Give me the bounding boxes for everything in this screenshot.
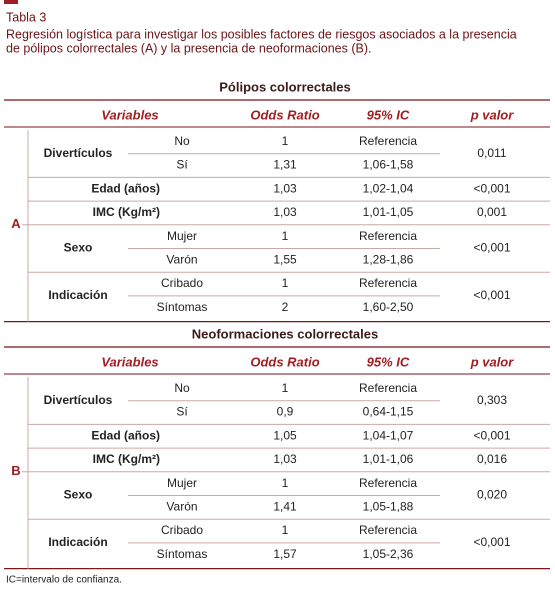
caption-line: Regresión logística para investigar los … xyxy=(6,27,517,41)
variable-name: Indicación xyxy=(48,288,107,302)
odds-ratio: 1,31 xyxy=(273,158,297,172)
column-header: Variables xyxy=(101,354,158,369)
confidence-interval: 1,02-1,04 xyxy=(363,181,414,195)
level: Síntomas xyxy=(157,300,208,314)
confidence-interval: 1,01-1,05 xyxy=(363,205,414,219)
section-letter: B xyxy=(11,463,20,478)
p-value: 0,020 xyxy=(477,488,507,502)
odds-ratio: 2 xyxy=(282,300,289,314)
column-header: Variables xyxy=(101,107,158,122)
section-title: Neoformaciones colorrectales xyxy=(192,326,378,341)
variable-name: Sexo xyxy=(64,241,93,255)
section-title: Pólipos colorrectales xyxy=(219,79,351,94)
odds-ratio: 1 xyxy=(282,381,289,395)
confidence-interval: 1,04-1,07 xyxy=(363,428,414,442)
odds-ratio: 1 xyxy=(282,476,289,490)
confidence-interval: Referencia xyxy=(359,229,417,243)
level: Varón xyxy=(166,500,197,514)
level: Varón xyxy=(166,253,197,267)
odds-ratio: 0,9 xyxy=(277,405,294,419)
p-value: <0,001 xyxy=(473,181,510,195)
level: Sí xyxy=(176,405,188,419)
confidence-interval: Referencia xyxy=(359,476,417,490)
p-value: 0,001 xyxy=(477,205,507,219)
confidence-interval: Referencia xyxy=(359,276,417,290)
odds-ratio: 1 xyxy=(282,276,289,290)
level: Cribado xyxy=(161,276,203,290)
confidence-interval: Referencia xyxy=(359,523,417,537)
variable-name: Edad (años) xyxy=(91,181,160,195)
confidence-interval: 1,06-1,58 xyxy=(363,158,414,172)
tab-marker xyxy=(4,0,18,4)
level: Sí xyxy=(176,158,188,172)
level: Mujer xyxy=(167,229,197,243)
column-header: Odds Ratio xyxy=(250,107,319,122)
odds-ratio: 1,05 xyxy=(273,428,297,442)
variable-name: Divertículos xyxy=(44,393,113,407)
table-label: Tabla 3 xyxy=(6,10,46,24)
p-value: <0,001 xyxy=(473,241,510,255)
column-header: p valor xyxy=(470,354,515,369)
footnote: IC=intervalo de confianza. xyxy=(6,575,122,586)
level: Mujer xyxy=(167,476,197,490)
variable-name: IMC (Kg/m²) xyxy=(93,452,160,466)
level: Síntomas xyxy=(157,547,208,561)
section-letter: A xyxy=(11,216,21,231)
p-value: 0,016 xyxy=(477,452,507,466)
odds-ratio: 1,41 xyxy=(273,500,297,514)
variable-name: IMC (Kg/m²) xyxy=(93,205,160,219)
confidence-interval: 1,01-1,06 xyxy=(363,452,414,466)
caption-line: de pólipos colorrectales (A) y la presen… xyxy=(6,41,371,55)
column-header: 95% IC xyxy=(367,107,410,122)
confidence-interval: 1,05-1,88 xyxy=(363,500,414,514)
confidence-interval: 1,28-1,86 xyxy=(363,253,414,267)
odds-ratio: 1,57 xyxy=(273,547,297,561)
variable-name: Divertículos xyxy=(44,146,113,160)
level: No xyxy=(174,134,190,148)
odds-ratio: 1,55 xyxy=(273,253,297,267)
level: Cribado xyxy=(161,523,203,537)
p-value: 0,303 xyxy=(477,393,507,407)
odds-ratio: 1,03 xyxy=(273,205,297,219)
confidence-interval: Referencia xyxy=(359,381,417,395)
variable-name: Indicación xyxy=(48,535,107,549)
variable-name: Sexo xyxy=(64,488,93,502)
odds-ratio: 1,03 xyxy=(273,181,297,195)
column-header: p valor xyxy=(470,107,515,122)
odds-ratio: 1 xyxy=(282,523,289,537)
confidence-interval: 1,05-2,36 xyxy=(363,547,414,561)
confidence-interval: Referencia xyxy=(359,134,417,148)
p-value: 0,011 xyxy=(477,146,506,160)
confidence-interval: 0,64-1,15 xyxy=(363,405,414,419)
p-value: <0,001 xyxy=(473,428,510,442)
level: No xyxy=(174,381,190,395)
column-header: 95% IC xyxy=(367,354,410,369)
odds-ratio: 1 xyxy=(282,229,289,243)
column-header: Odds Ratio xyxy=(250,354,319,369)
odds-ratio: 1,03 xyxy=(273,452,297,466)
p-value: <0,001 xyxy=(473,535,510,549)
p-value: <0,001 xyxy=(473,288,510,302)
odds-ratio: 1 xyxy=(282,134,289,148)
confidence-interval: 1,60-2,50 xyxy=(363,300,414,314)
variable-name: Edad (años) xyxy=(91,428,160,442)
